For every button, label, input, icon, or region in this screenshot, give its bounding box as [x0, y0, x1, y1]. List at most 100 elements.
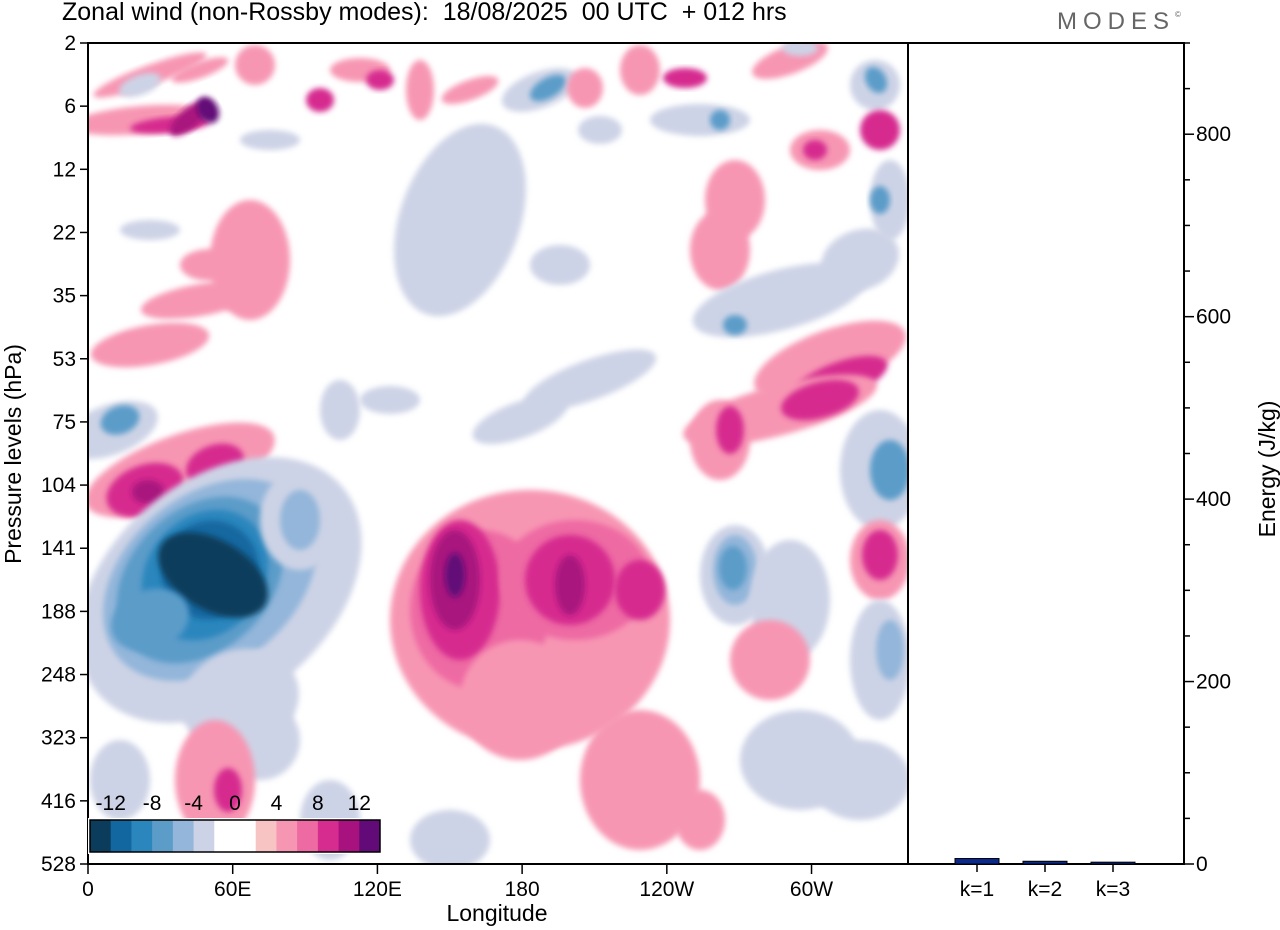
- colorbar-label: -4: [184, 792, 203, 815]
- contour-region: [810, 740, 908, 820]
- contour-region: [210, 200, 290, 320]
- contour-region: [120, 220, 180, 240]
- contour-region: [132, 480, 164, 504]
- contour-region: [615, 560, 665, 620]
- contour-region: [620, 45, 660, 95]
- energy-axis: 0 200 400 600 800: [1184, 42, 1231, 876]
- contour-region: [730, 620, 810, 700]
- contour-region: [100, 405, 140, 435]
- y-tick-label: 141: [41, 537, 76, 560]
- contour-region: [360, 386, 420, 414]
- logo-mark: ©: [1175, 10, 1181, 19]
- colorbar-label: -8: [143, 792, 162, 815]
- colorbar-swatch: [152, 820, 174, 852]
- colorbar-swatch: [235, 820, 257, 852]
- modes-logo: MODES©: [1057, 8, 1181, 36]
- contour-region: [320, 380, 360, 440]
- x-tick-label: 120E: [353, 878, 402, 901]
- energy-bar-k=1: [954, 858, 1000, 865]
- colorbar-swatch: [214, 820, 236, 852]
- x-tick-label: 0: [82, 878, 94, 901]
- colorbar-swatch: [359, 820, 381, 852]
- contour-region: [578, 116, 622, 144]
- contour-region: [690, 210, 750, 290]
- contour-region: [472, 395, 568, 445]
- energy-tick-label: 600: [1196, 306, 1231, 329]
- contour-region: [821, 228, 899, 292]
- contour-region: [864, 66, 888, 94]
- contour-region: [860, 110, 900, 150]
- energy-bar-group: k=1 k=2 k=3: [954, 858, 1136, 901]
- energy-frame: [907, 42, 1185, 865]
- contour-region: [719, 546, 747, 590]
- colorbar-swatch: [317, 820, 340, 852]
- contour-region: [406, 60, 434, 120]
- contour-region: [530, 245, 590, 285]
- x-tick-label: 120W: [639, 878, 694, 901]
- x-tick-label: 60E: [214, 878, 251, 901]
- contour-region: [782, 43, 818, 56]
- contour-region: [663, 68, 707, 88]
- energy-axis-label: Energy (J/kg): [1254, 401, 1280, 538]
- contour-region: [410, 810, 490, 864]
- contour-region: [441, 76, 499, 104]
- contour-region: [781, 379, 859, 421]
- contour-region: [567, 68, 603, 108]
- y-axis: 2 6 12 22 35 53 75 104 141 188 248 323 416 528: [41, 32, 88, 876]
- energy-bar-k=3: [1090, 861, 1136, 865]
- contour-region: [754, 320, 906, 400]
- contour-region: [235, 45, 275, 85]
- energy-category-label: k=3: [1096, 878, 1130, 901]
- y-tick-label: 104: [41, 474, 76, 497]
- contour-region: [710, 110, 730, 130]
- colorbar-label: 12: [348, 792, 371, 815]
- colorbar-swatch: [172, 820, 195, 852]
- contour-region: [529, 74, 567, 102]
- colorbar-label: 4: [271, 792, 283, 815]
- contour-region: [119, 72, 161, 98]
- y-tick-label: 323: [41, 727, 76, 750]
- colorbar-label: 8: [312, 792, 324, 815]
- colorbar-swatch: [193, 820, 215, 852]
- contour-region: [280, 490, 320, 550]
- contour-region: [240, 130, 300, 150]
- contour-region: [870, 440, 908, 500]
- contour-region: [876, 620, 904, 680]
- contour-region: [366, 70, 394, 90]
- x-axis-label: Longitude: [446, 900, 547, 926]
- contour-region: [111, 588, 189, 652]
- y-tick-label: 12: [53, 158, 76, 181]
- contour-region: [675, 790, 725, 850]
- energy-tick-label: 400: [1196, 488, 1231, 511]
- energy-category-label: k=1: [960, 878, 994, 901]
- x-axis: 0 60E 120E 180 120W 60W: [82, 864, 833, 901]
- contour-region: [175, 720, 255, 840]
- x-tick-label: 60W: [790, 878, 833, 901]
- contour-region: [171, 57, 229, 83]
- contour-region: [90, 740, 150, 820]
- energy-tick-label: 800: [1196, 123, 1231, 146]
- y-tick-label: 35: [53, 285, 76, 308]
- energy-tick-label: 0: [1196, 853, 1208, 876]
- colorbar-swatch: [131, 820, 153, 852]
- colorbar-swatch: [297, 820, 319, 852]
- chart-title: Zonal wind (non-Rossby modes): 18/08/202…: [62, 0, 787, 26]
- contour-region: [158, 532, 268, 618]
- contour-region: [580, 710, 700, 850]
- contour-region: [394, 123, 526, 317]
- contour-region: [214, 768, 242, 812]
- colorbar-frame: [89, 819, 381, 853]
- logo-text: MODES: [1057, 8, 1176, 35]
- colorbar: -12 -8 -4 0 4 8 12: [88, 792, 382, 854]
- contour-region: [306, 88, 334, 112]
- y-tick-label: 22: [53, 221, 76, 244]
- y-tick-label: 416: [41, 790, 76, 813]
- contour-field: [88, 43, 908, 864]
- contour-region: [803, 140, 827, 160]
- contour-region: [90, 322, 210, 368]
- y-tick-label: 248: [41, 664, 76, 687]
- colorbar-label: 0: [229, 792, 241, 815]
- contour-region: [523, 349, 657, 411]
- energy-tick-label: 200: [1196, 671, 1231, 694]
- colorbar-swatch: [338, 820, 360, 852]
